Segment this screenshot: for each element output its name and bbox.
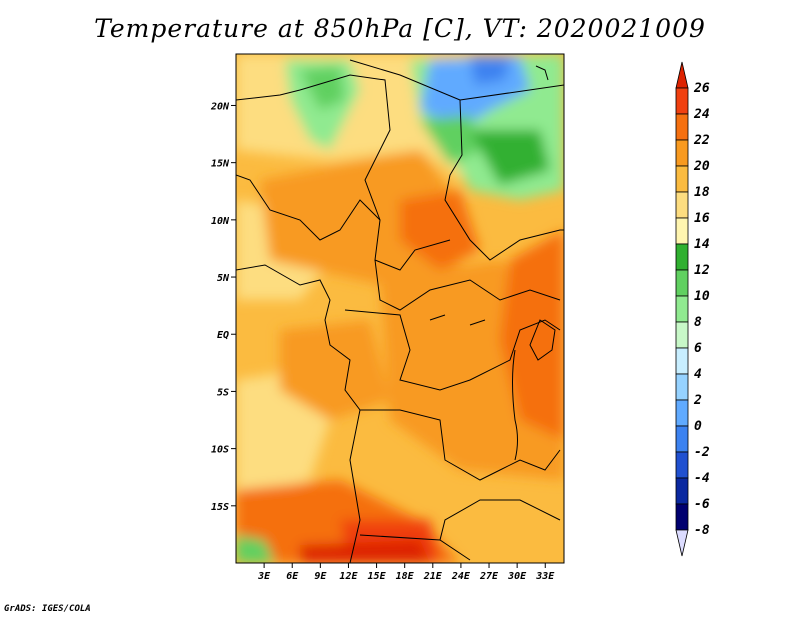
lon-tick-label: 33E <box>535 571 555 582</box>
lat-tick-label: EQ <box>217 330 229 341</box>
colorbar-swatch <box>675 477 689 505</box>
colorbar-label: 6 <box>694 341 702 356</box>
colorbar-label: 20 <box>693 159 710 174</box>
map-frame <box>235 53 565 564</box>
colorbar-swatch <box>675 243 689 271</box>
colorbar-label: -4 <box>694 471 710 486</box>
temperature-field <box>236 54 564 563</box>
colorbar-label: 24 <box>693 107 710 122</box>
colorbar-swatch <box>675 373 689 401</box>
lat-tick-label: 15N <box>211 159 230 170</box>
colorbar-swatch <box>675 139 689 167</box>
lon-tick-label: 12E <box>339 571 358 582</box>
colorbar-label: 26 <box>693 81 710 96</box>
colorbar-swatch <box>675 269 689 297</box>
colorbar-swatch <box>675 321 689 349</box>
colorbar-lower-triangle <box>675 529 689 557</box>
lon-tick-label: 3E <box>257 571 271 582</box>
lat-tick-label: 20N <box>210 101 230 112</box>
colorbar-swatch <box>675 165 689 193</box>
lat-tick-label: 5N <box>217 273 230 284</box>
colorbar-swatch <box>675 451 689 479</box>
lon-tick-label: 15E <box>368 571 387 582</box>
colorbar-label: 4 <box>694 367 702 382</box>
colorbar-swatch <box>675 399 689 427</box>
colorbar-label: 2 <box>693 393 702 408</box>
lon-tick-label: 30E <box>507 571 527 582</box>
colorbar-label: 10 <box>694 289 710 304</box>
lon-tick-label: 18E <box>396 571 415 582</box>
lat-tick-label: 10S <box>211 445 229 456</box>
colorbar-label: 8 <box>694 315 702 330</box>
colorbar-swatch <box>675 191 689 219</box>
colorbar-swatch <box>675 113 689 141</box>
country-borders <box>236 59 564 563</box>
lon-tick-label: 24E <box>451 571 471 582</box>
colorbar-label: 18 <box>694 185 710 200</box>
colorbar-label: -6 <box>694 497 710 512</box>
grads-credit: GrADS: IGES/COLA <box>4 604 91 614</box>
colorbar-swatch <box>675 217 689 245</box>
lon-tick-label: 21E <box>423 571 443 582</box>
lat-tick-label: 10N <box>211 216 230 227</box>
colorbar-label: 12 <box>694 263 710 278</box>
lon-tick-label: 9E <box>314 571 327 582</box>
lat-tick-label: 15S <box>211 502 229 513</box>
colorbar-swatch <box>675 295 689 323</box>
colorbar-swatch <box>675 503 689 531</box>
colorbar-upper-triangle <box>675 61 689 89</box>
chart-title: Temperature at 850hPa [C], VT: 202002100… <box>94 14 706 43</box>
colorbar-label: 0 <box>694 419 702 434</box>
colorbar-label: 14 <box>694 237 710 252</box>
colorbar-label: 22 <box>693 133 710 148</box>
colorbar-swatch <box>675 347 689 375</box>
lon-tick-label: 6E <box>286 571 299 582</box>
colorbar-label: 16 <box>694 211 710 226</box>
colorbar-swatch <box>675 87 689 115</box>
longitude-axis: 3E 6E 9E 12E 15E 18E 21E 24E 27E 30E 33E <box>257 563 555 582</box>
colorbar-swatch <box>675 425 689 453</box>
colorbar-label: -2 <box>694 445 710 460</box>
lat-tick-label: 5S <box>217 387 229 398</box>
lon-tick-label: 27E <box>479 571 499 582</box>
colorbar-label: -8 <box>694 523 710 538</box>
latitude-axis: 20N 15N 10N 5N EQ 5S 10S 15S <box>210 101 236 513</box>
